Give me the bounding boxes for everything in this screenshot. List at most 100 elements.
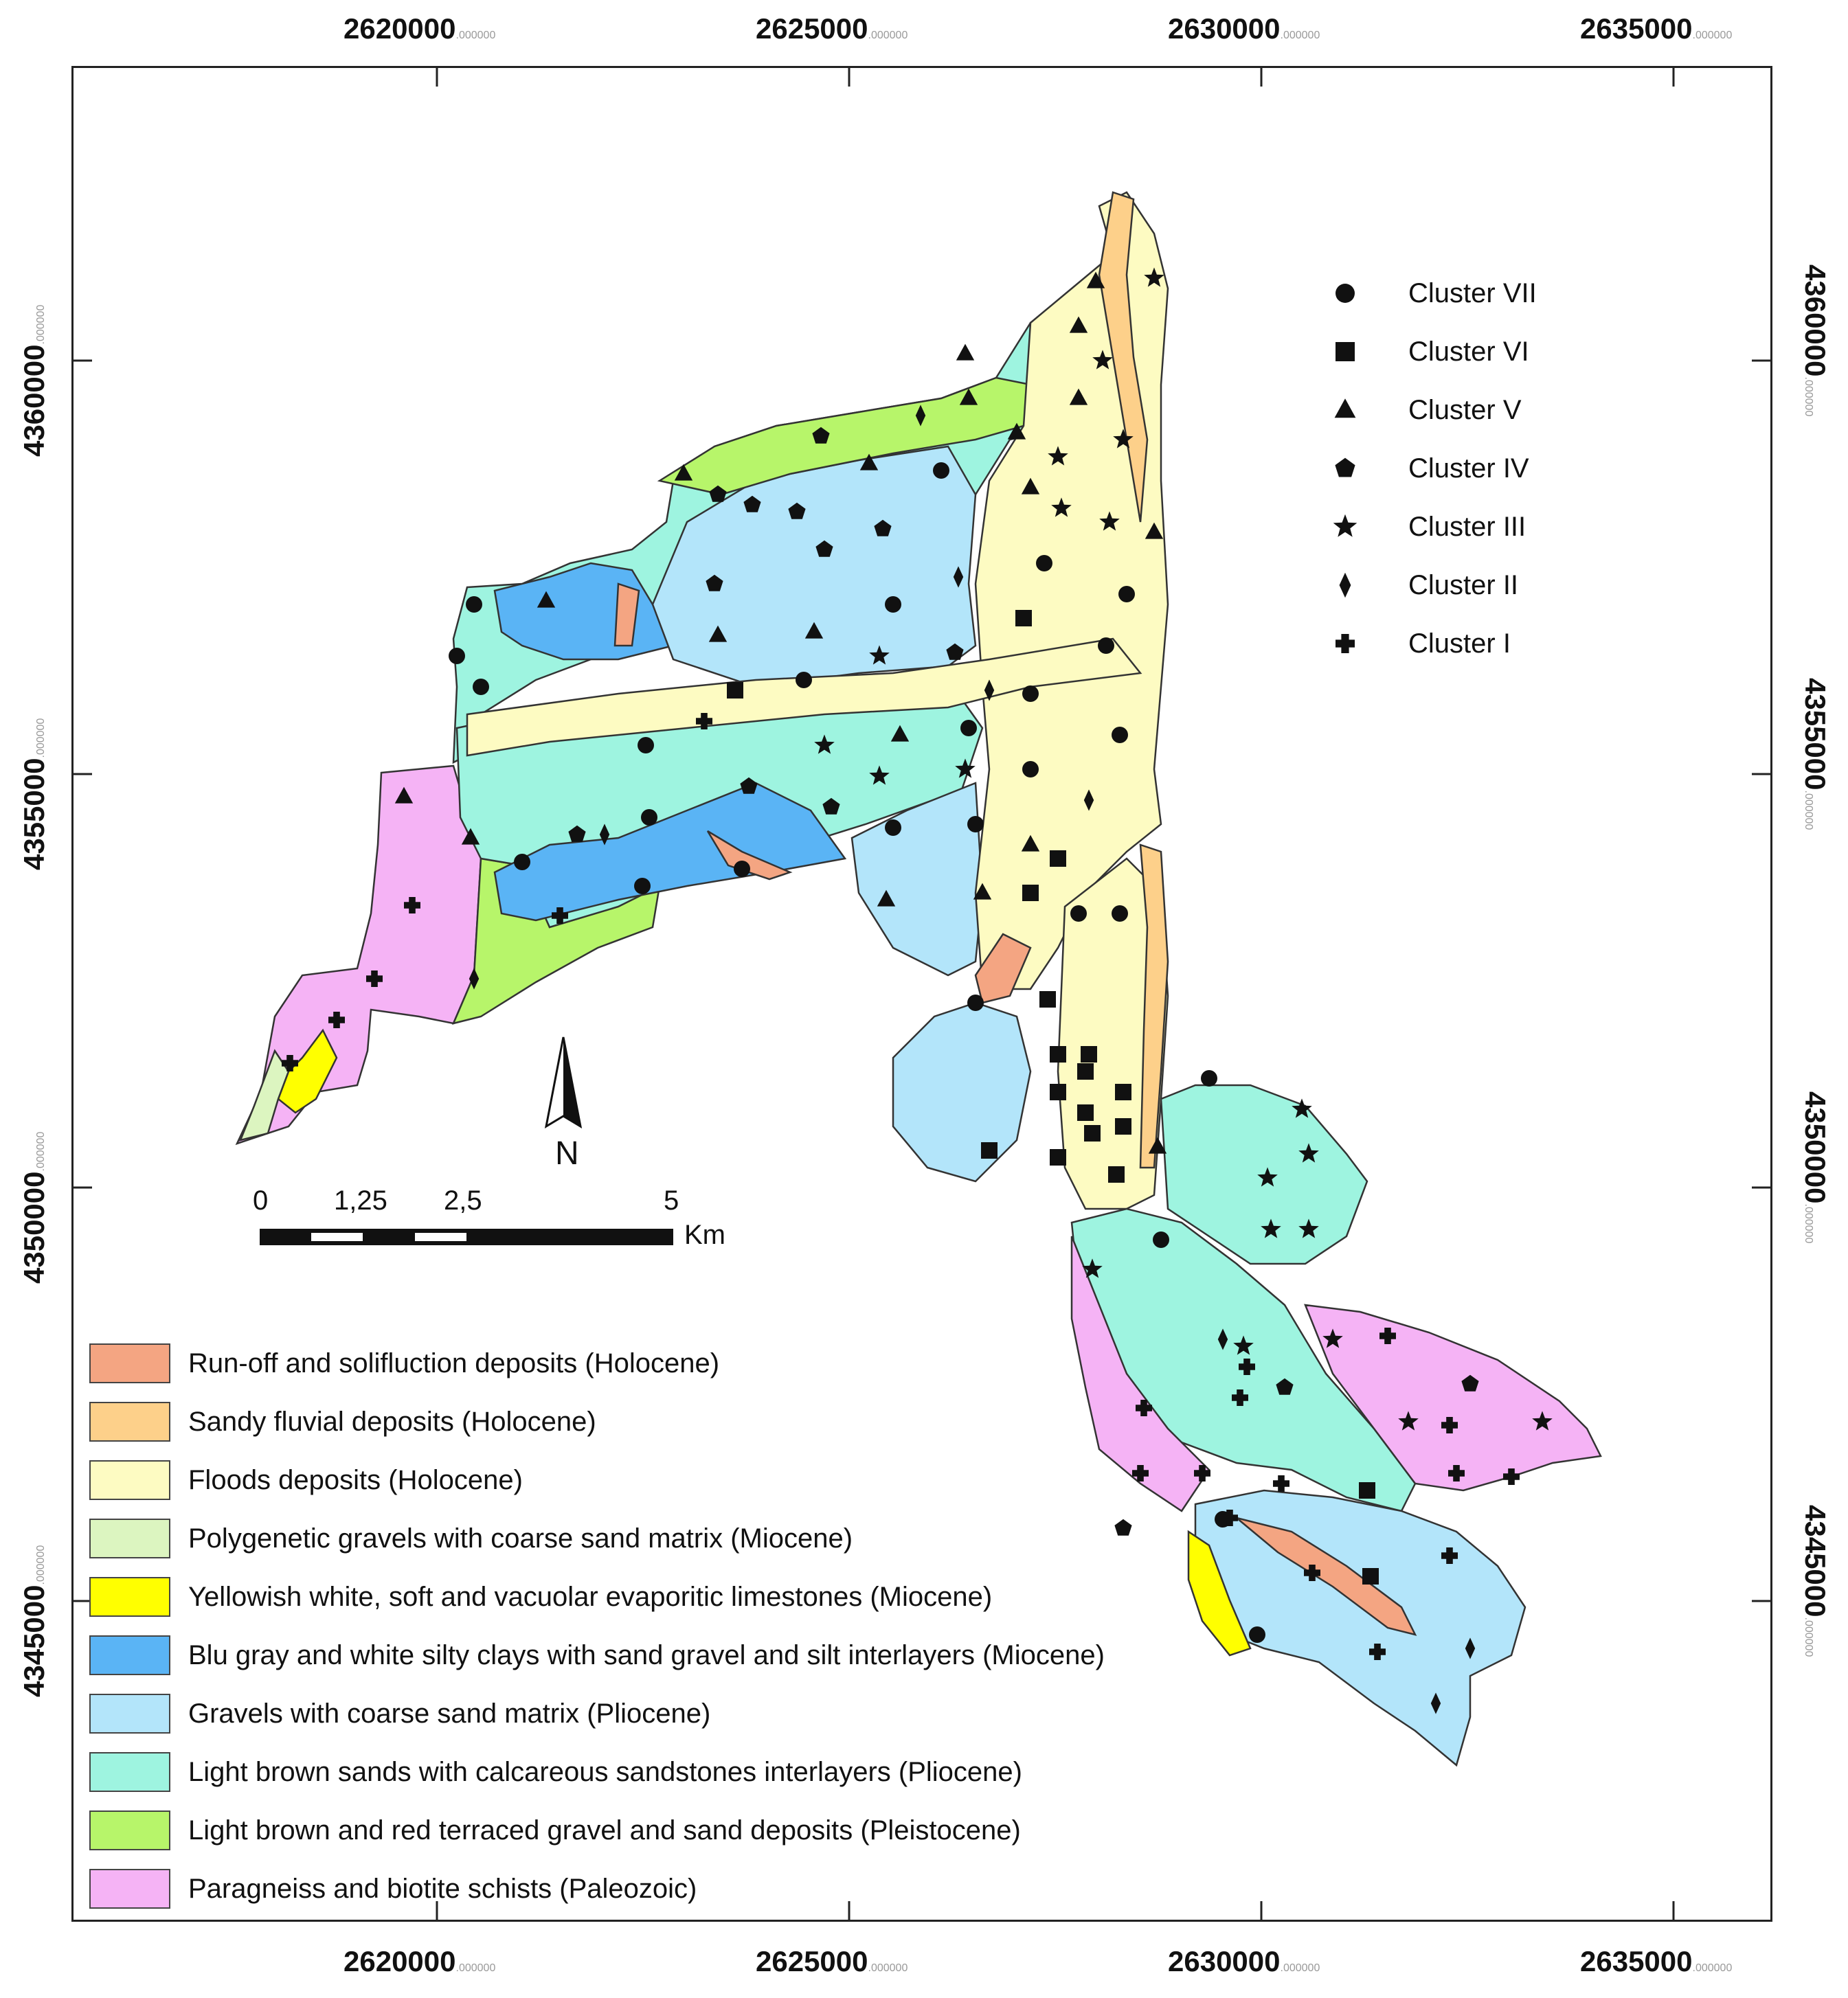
sample-point-triangle	[1021, 477, 1040, 495]
star-icon	[1333, 514, 1357, 537]
north-arrow	[544, 1036, 583, 1129]
legend-label: Floods deposits (Holocene)	[188, 1464, 523, 1495]
legend-label: Run-off and solifluction deposits (Holoc…	[188, 1348, 720, 1378]
sample-point-circle	[885, 596, 901, 613]
unit-paleozoic-east	[1304, 1304, 1602, 1492]
sample-point-circle	[1201, 1070, 1217, 1087]
sample-point-triangle	[1145, 522, 1164, 539]
legend-label: Blu gray and white silty clays with sand…	[188, 1639, 1105, 1670]
legend-item: Sandy fluvial deposits (Holocene)	[89, 1401, 596, 1442]
legend-swatch	[89, 1752, 170, 1792]
x-coord-label: 2620000.000000	[343, 12, 495, 45]
sample-point-cross	[1194, 1465, 1210, 1482]
unit-floods-main	[974, 191, 1169, 990]
coord-decimals: .000000	[455, 30, 496, 41]
sample-point-cross	[1448, 1465, 1465, 1482]
sample-point-circle	[1249, 1626, 1265, 1643]
sample-point-square	[1084, 1125, 1101, 1142]
unit-runoff-2	[706, 830, 793, 881]
sample-point-square	[1022, 885, 1039, 901]
sample-point-cross	[1136, 1400, 1152, 1416]
sample-point-circle	[1036, 555, 1052, 571]
sample-point-circle	[1022, 685, 1039, 702]
unit-blue-clays-centre	[493, 782, 847, 922]
unit-gravels-southeast-upper	[892, 1001, 1032, 1183]
sample-point-star	[1144, 267, 1164, 287]
legend-item: Blu gray and white silty clays with sand…	[89, 1635, 1105, 1676]
legend-swatch	[89, 1343, 170, 1383]
sample-point-circle	[1112, 727, 1128, 743]
sample-points	[282, 267, 1553, 1714]
legend-swatch	[89, 1869, 170, 1909]
sample-point-diamond	[1430, 1692, 1441, 1714]
sample-point-square	[1050, 1149, 1066, 1166]
cluster-label: Cluster II	[1408, 569, 1519, 600]
sample-point-circle	[466, 596, 482, 613]
sample-point-cross	[1379, 1328, 1396, 1344]
cluster-legend-item: Cluster VII	[1333, 276, 1537, 310]
sample-point-square	[1050, 1084, 1066, 1100]
triangle-icon	[1334, 398, 1356, 418]
sample-point-triangle	[804, 622, 824, 639]
legend-label: Polygenetic gravels with coarse sand mat…	[188, 1523, 853, 1554]
sample-point-cross	[1441, 1417, 1458, 1433]
legend-swatch	[89, 1460, 170, 1500]
coord-decimals: .000000	[1692, 30, 1733, 41]
scale-label-5: 5	[664, 1185, 679, 1216]
sample-point-pentagon	[812, 427, 830, 444]
sample-point-star	[869, 645, 890, 665]
sample-point-circle	[634, 878, 651, 894]
coord-decimals: .000000	[1280, 1962, 1320, 1974]
sample-point-star	[1322, 1328, 1343, 1348]
sample-point-square	[1077, 1063, 1094, 1080]
sample-point-square	[1039, 991, 1056, 1008]
coord-decimals: .000000	[1280, 30, 1320, 41]
sample-point-cross	[696, 713, 712, 729]
coord-decimals: .000000	[455, 1962, 496, 1974]
sample-point-triangle	[973, 883, 992, 900]
sample-point-pentagon	[815, 540, 833, 557]
sample-point-cross	[366, 970, 383, 987]
legend-item: Floods deposits (Holocene)	[89, 1460, 523, 1501]
sample-point-pentagon	[874, 519, 892, 536]
unit-yellow-limestone-west	[277, 1028, 338, 1114]
sample-point-circle	[885, 819, 901, 836]
sample-point-triangle	[1069, 388, 1088, 405]
sample-point-circle	[638, 737, 654, 753]
sample-point-star	[1048, 446, 1068, 466]
sample-point-square	[1015, 610, 1032, 626]
sample-point-square	[1115, 1118, 1131, 1135]
sample-point-triangle	[461, 828, 480, 845]
legend-swatch	[89, 1694, 170, 1734]
sample-point-triangle	[708, 625, 728, 642]
sample-point-circle	[1098, 637, 1114, 654]
coord-value: 2635000	[1580, 1945, 1693, 1977]
sample-point-triangle	[1148, 1137, 1167, 1154]
unit-runoff-1	[613, 582, 640, 647]
sample-point-pentagon	[1114, 1519, 1132, 1536]
x-coord-label: 2630000.000000	[1168, 1945, 1320, 1978]
sample-point-square	[1050, 1046, 1066, 1063]
sample-point-circle	[933, 462, 949, 479]
unit-floods-channel	[466, 637, 1142, 757]
x-coord-label: 2625000.000000	[756, 12, 908, 45]
geology-units	[235, 191, 1602, 1767]
coord-decimals: .000000	[1692, 1962, 1733, 1974]
sample-point-diamond	[984, 679, 995, 701]
sample-point-triangle	[956, 343, 975, 361]
sample-point-square	[1108, 1166, 1125, 1183]
legend-item: Light brown sands with calcareous sandst…	[89, 1751, 1022, 1793]
sample-point-circle	[514, 854, 530, 870]
sample-point-circle	[1070, 905, 1087, 922]
sample-point-pentagon	[946, 643, 964, 660]
sample-point-pentagon	[1276, 1378, 1294, 1395]
sample-point-diamond	[915, 405, 926, 427]
sample-point-triangle	[1086, 271, 1105, 288]
sample-point-cross	[552, 907, 568, 924]
unit-gravels-centre	[850, 782, 984, 977]
cluster-legend-item: Cluster VI	[1333, 334, 1529, 369]
cluster-label: Cluster VII	[1408, 277, 1537, 308]
sample-point-star	[1532, 1411, 1553, 1431]
sample-point-square	[1115, 1084, 1131, 1100]
sample-point-pentagon	[788, 502, 806, 519]
